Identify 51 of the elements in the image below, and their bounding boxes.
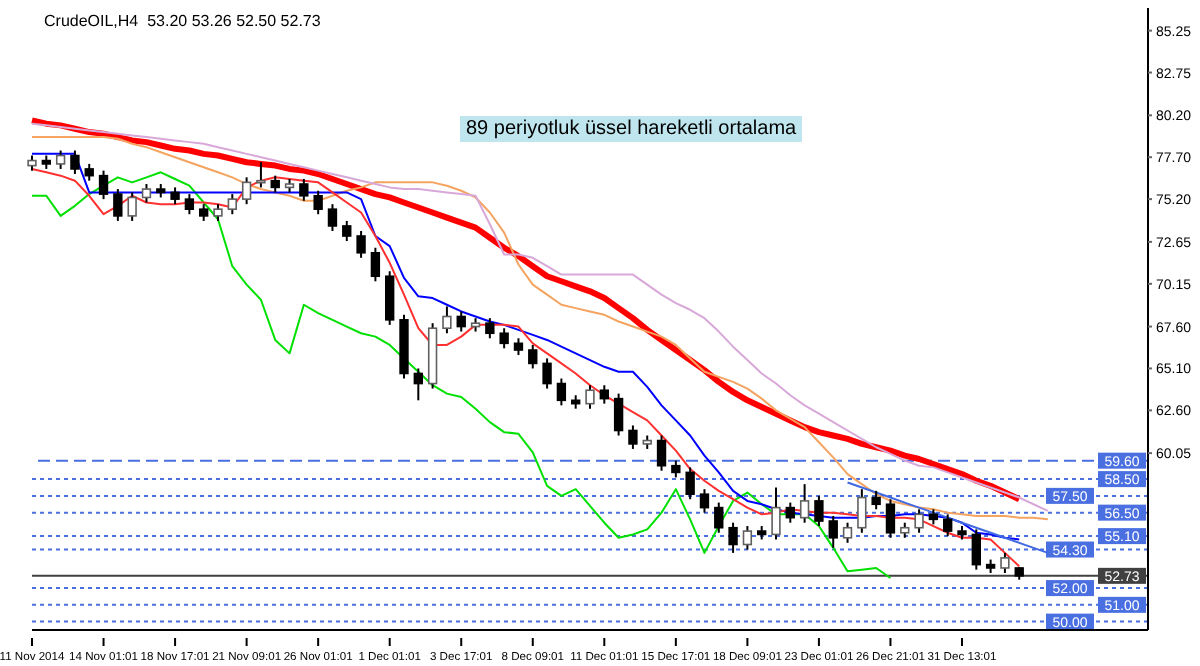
candlestick (327, 203, 338, 232)
candlestick (499, 327, 509, 350)
candlestick (256, 161, 266, 189)
candlestick (370, 246, 381, 283)
candlestick (914, 508, 924, 534)
candlestick (556, 377, 567, 407)
candlestick (313, 189, 323, 216)
candlestick (442, 305, 452, 335)
candlestick (871, 489, 881, 511)
candlestick (241, 176, 252, 206)
candlestick (485, 317, 495, 340)
candlestick (628, 424, 638, 450)
candlestick (342, 219, 352, 243)
candlestick (613, 392, 624, 437)
candlestick (542, 357, 552, 390)
candlestick (685, 466, 695, 501)
candlestick (656, 434, 667, 472)
candlestick (714, 501, 724, 534)
candlestick (799, 483, 810, 524)
candlestick (456, 310, 466, 333)
candlestick (971, 528, 981, 571)
candlestick (127, 191, 137, 222)
candlestick (699, 488, 710, 514)
candlestick (528, 343, 538, 370)
candlestick (842, 521, 853, 544)
candlestick (1000, 551, 1010, 574)
candlestick (742, 525, 753, 551)
candlestick (141, 183, 152, 204)
candlestick (356, 229, 366, 259)
candlestick (771, 486, 781, 541)
candlestick (70, 149, 80, 175)
candlestick (98, 169, 109, 201)
line-series (31, 171, 892, 580)
candlestick (885, 498, 896, 539)
candlestick (585, 384, 595, 410)
candlestick (828, 514, 838, 549)
candlestick (227, 193, 237, 216)
candlestick (184, 193, 195, 216)
candlestick (385, 270, 395, 326)
candlestick (785, 501, 795, 524)
candlestick (55, 149, 66, 170)
candlestick (728, 521, 738, 554)
candlestick (943, 513, 953, 538)
chart-title: CrudeOIL,H4 53.20 53.26 52.50 52.73 (44, 12, 321, 30)
candlestick (299, 178, 309, 202)
annotation: 89 periyotluk üssel hareketli ortalama (460, 116, 803, 142)
candlestick (113, 188, 123, 222)
candlestick (599, 384, 609, 405)
candlestick (857, 488, 867, 534)
candlestick (413, 367, 423, 402)
candlestick (814, 494, 824, 528)
